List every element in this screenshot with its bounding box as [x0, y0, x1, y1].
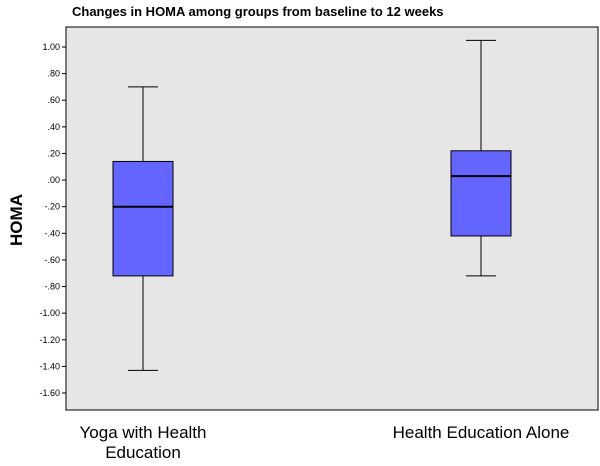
- boxes: [112, 39, 512, 371]
- y-tick-label: -1.40: [39, 361, 60, 371]
- y-tick-label: .20: [47, 148, 60, 158]
- y-tick-label: -1.00: [39, 308, 60, 318]
- y-tick-label: -1.20: [39, 335, 60, 345]
- y-tick-label: 1.00: [42, 42, 60, 52]
- x-category-label: Health Education Alone: [393, 423, 570, 442]
- x-category-label: Yoga with Health: [80, 423, 207, 442]
- box-2: [450, 39, 512, 277]
- y-tick-label: -.40: [44, 228, 60, 238]
- y-tick-label: -.20: [44, 202, 60, 212]
- y-tick-label: -.80: [44, 282, 60, 292]
- y-tick-label: .40: [47, 122, 60, 132]
- y-axis-label: HOMA: [7, 194, 26, 246]
- y-tick-label: -.60: [44, 255, 60, 265]
- y-tick-label: .00: [47, 175, 60, 185]
- iqr-box: [112, 160, 174, 277]
- y-axis: 1.00 .80 .60 .40 .20 .00 -.20 -.40 -.60 -.80 -1.00…: [39, 42, 66, 398]
- chart-title: Changes in HOMA among groups from baseli…: [72, 4, 444, 19]
- y-tick-label: -1.60: [39, 388, 60, 398]
- x-category-label: Education: [105, 443, 181, 462]
- iqr-box: [450, 150, 512, 237]
- y-tick-label: .60: [47, 95, 60, 105]
- box-1: [112, 86, 174, 371]
- y-tick-label: .80: [47, 69, 60, 79]
